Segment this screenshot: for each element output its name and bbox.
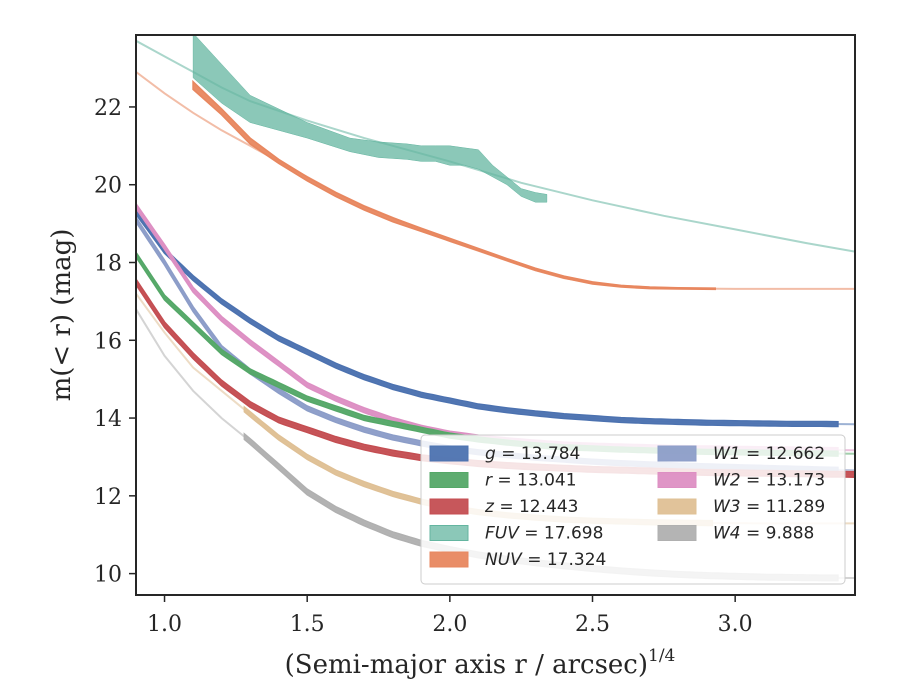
legend-band-value: = 13.784: [496, 444, 581, 464]
legend-band-value: = 17.698: [519, 524, 604, 544]
y-tick-label: 14: [94, 407, 122, 432]
legend-band-value: = 12.662: [741, 444, 826, 464]
legend-band-name: r: [485, 471, 493, 491]
y-tick-label: 20: [94, 174, 122, 199]
series-w2-line: [136, 205, 855, 452]
legend-band-value: = 13.041: [492, 471, 577, 491]
x-tick-label: 3.0: [718, 612, 753, 637]
legend-item-w1: W1 = 12.662: [657, 444, 825, 464]
legend-band-value: = 17.324: [522, 550, 607, 570]
legend-swatch: [657, 445, 697, 462]
legend-label: NUV = 17.324: [485, 550, 606, 570]
series-fuv: [136, 35, 855, 253]
legend-band-value: = 12.443: [494, 497, 579, 517]
legend-label: W4 = 9.888: [713, 524, 814, 544]
x-tick-label: 1.5: [290, 612, 325, 637]
legend-label: r = 13.041: [485, 471, 577, 491]
legend-band-value: = 9.888: [741, 524, 815, 544]
y-tick-label: 10: [94, 563, 122, 588]
legend-item-fuv: FUV = 17.698: [429, 524, 603, 544]
legend-swatch: [429, 445, 469, 462]
legend-band-name: NUV: [485, 550, 523, 570]
x-axis-label-main: (Semi-major axis r / arcsec): [285, 650, 648, 680]
legend-item-r: r = 13.041: [429, 471, 577, 491]
x-tick-label: 2.0: [432, 612, 467, 637]
legend-item-g: g = 13.784: [429, 444, 580, 464]
legend-label: z = 12.443: [484, 497, 578, 517]
series-nuv-band: [192, 79, 716, 291]
series-nuv: [136, 71, 855, 291]
legend-item-nuv: NUV = 17.324: [429, 550, 606, 570]
legend-label: g = 13.784: [485, 444, 580, 464]
legend-swatch: [429, 525, 469, 541]
legend-item-w3: W3 = 11.289: [657, 497, 825, 517]
y-tick-label: 18: [94, 252, 122, 277]
legend-label: W1 = 12.662: [713, 444, 825, 464]
legend-item-w4: W4 = 9.888: [657, 524, 814, 544]
series-w2: [136, 202, 855, 454]
series-z-band: [136, 277, 855, 479]
y-axis-label: m(< r) (mag): [47, 229, 77, 402]
legend-item-w2: W2 = 13.173: [657, 471, 825, 491]
legend-band-name: g: [485, 444, 496, 464]
series-w2-band: [136, 202, 839, 454]
series-g: [136, 208, 855, 428]
y-tick-label: 16: [94, 329, 122, 354]
legend-swatch: [429, 551, 469, 568]
legend-band-name: W3: [713, 497, 741, 517]
series-g-band: [136, 208, 839, 428]
series-fuv-line: [136, 39, 855, 253]
x-tick-label: 1.0: [147, 612, 182, 637]
x-axis-label-exponent: 1/4: [648, 646, 675, 666]
y-tick-label: 12: [94, 485, 122, 510]
legend-band-name: z: [484, 497, 495, 517]
legend-swatch: [657, 525, 697, 541]
legend-swatch: [657, 472, 697, 488]
y-tick-label: 22: [94, 96, 122, 121]
x-tick-label: 2.5: [575, 612, 610, 637]
legend-swatch: [429, 472, 469, 488]
legend-band-name: W1: [713, 444, 741, 464]
legend-item-z: z = 12.443: [429, 497, 578, 517]
legend-band-name: W4: [713, 524, 741, 544]
series-fuv-band: [192, 35, 548, 203]
ticks-layer: 1.0 1.5 2.0 2.5 3.0 10 12 14 16 18 20 22: [94, 96, 753, 637]
legend-band-value: = 13.173: [741, 471, 826, 491]
legend-label: W2 = 13.173: [713, 471, 825, 491]
legend-label: W3 = 11.289: [713, 497, 825, 517]
legend-label: FUV = 17.698: [485, 524, 603, 544]
plot-frame: [135, 34, 856, 596]
legend-band-name: W2: [713, 471, 741, 491]
x-axis-label: (Semi-major axis r / arcsec)1/4: [285, 646, 676, 680]
legend-band-value: = 11.289: [741, 497, 826, 517]
legend-swatch: [657, 498, 697, 515]
legend-swatch: [429, 498, 469, 515]
legend-band-name: FUV: [485, 524, 520, 544]
legend-frame: [420, 434, 846, 585]
